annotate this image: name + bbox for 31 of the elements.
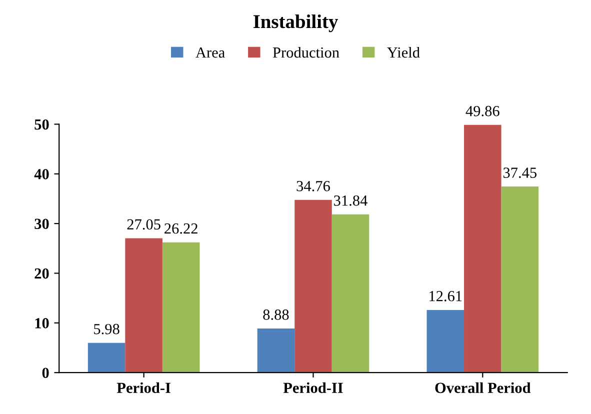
- data-label: 5.98: [94, 324, 120, 334]
- legend-label: Yield: [387, 46, 420, 58]
- legend-label: Area: [196, 47, 225, 58]
- data-label: 8.88: [263, 310, 289, 320]
- y-tick-label: 30: [34, 218, 49, 230]
- bar: [501, 186, 539, 373]
- y-tick-label: 50: [34, 119, 49, 130]
- data-label: 34.76: [296, 180, 330, 192]
- data-label: 37.45: [503, 168, 537, 178]
- bar: [88, 342, 126, 373]
- y-tick-label: 10: [35, 318, 49, 328]
- y-tick-label: 20: [34, 268, 49, 279]
- data-label: 12.61: [430, 291, 462, 302]
- x-tick-label: Period-I: [116, 382, 170, 394]
- data-label: 27.05: [127, 219, 160, 230]
- x-tick-label: Overall Period: [435, 382, 531, 394]
- bar: [257, 328, 295, 373]
- bar: [162, 242, 200, 373]
- bar: [426, 310, 464, 373]
- x-tick-label: Period-II: [283, 382, 343, 394]
- bar: [464, 124, 502, 373]
- y-tick-label: 40: [34, 169, 49, 180]
- data-label: 26.22: [164, 223, 198, 234]
- data-label: 49.86: [466, 106, 500, 116]
- data-label: 31.84: [334, 195, 368, 206]
- legend-label: Production: [272, 46, 340, 58]
- chart-title: Instability: [253, 14, 338, 32]
- bar: [294, 200, 332, 373]
- bar: [125, 238, 162, 373]
- bar: [332, 214, 370, 373]
- y-tick-label: 0: [42, 368, 49, 378]
